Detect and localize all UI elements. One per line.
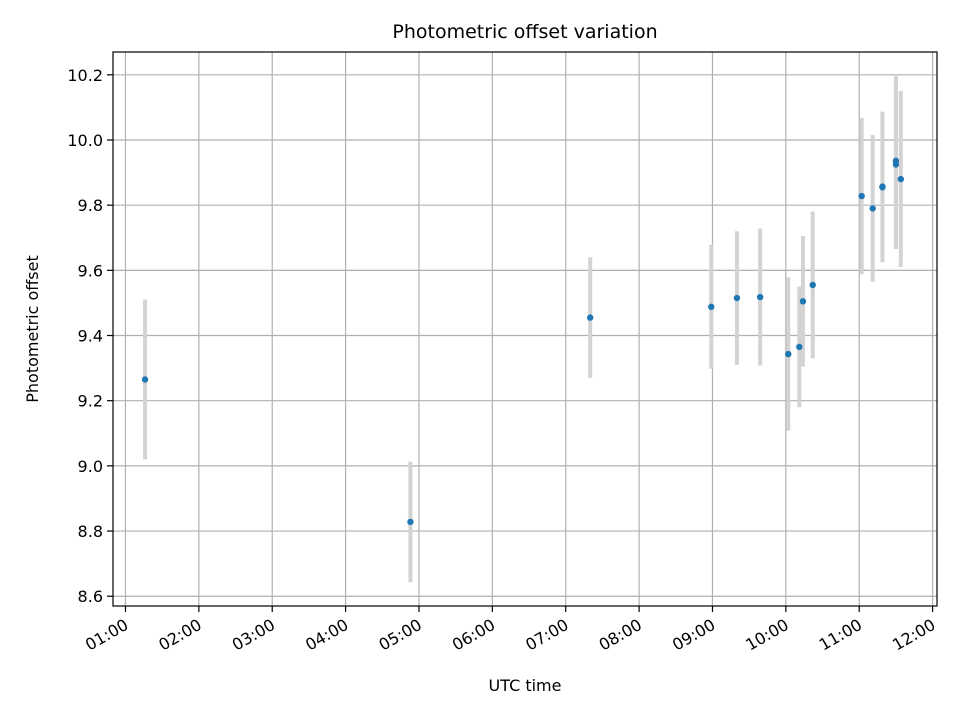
data-point xyxy=(799,298,807,305)
y-tick-label: 9.4 xyxy=(78,327,103,346)
chart-title: Photometric offset variation xyxy=(392,21,657,43)
y-tick-label: 10.0 xyxy=(67,131,103,150)
data-points xyxy=(141,157,905,526)
data-point xyxy=(897,175,905,183)
y-axis-ticks: 8.6 8.8 9.0 9.2 9.4 9.6 9.8 10.0 10.2 xyxy=(67,66,113,606)
data-point xyxy=(892,161,900,168)
y-tick-label: 8.6 xyxy=(78,587,103,606)
data-point xyxy=(733,294,741,302)
data-point xyxy=(586,314,594,321)
data-point xyxy=(796,343,803,351)
x-axis-title: UTC time xyxy=(489,676,562,695)
data-point xyxy=(708,303,715,311)
y-tick-label: 10.2 xyxy=(67,66,103,85)
data-point xyxy=(809,281,816,289)
data-point xyxy=(785,350,792,358)
y-tick-label: 9.8 xyxy=(78,196,103,215)
data-point xyxy=(869,205,876,212)
data-point xyxy=(858,192,865,200)
y-tick-label: 9.2 xyxy=(78,392,103,411)
y-axis-title: Photometric offset xyxy=(23,255,42,403)
data-point xyxy=(756,293,764,301)
data-point xyxy=(141,376,149,383)
data-point xyxy=(879,184,886,191)
data-point xyxy=(407,518,414,526)
y-tick-label: 9.6 xyxy=(78,261,103,280)
plot-frame xyxy=(112,51,938,607)
grid-lines xyxy=(113,52,937,606)
y-tick-label: 8.8 xyxy=(78,522,103,541)
y-tick-label: 9.0 xyxy=(78,457,103,476)
